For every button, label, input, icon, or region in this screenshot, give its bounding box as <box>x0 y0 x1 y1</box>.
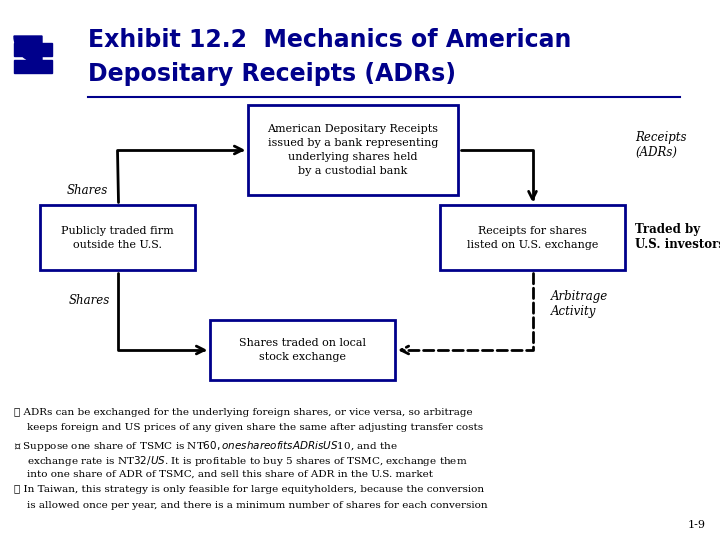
Bar <box>14 60 52 73</box>
Text: ※ ADRs can be exchanged for the underlying foreign shares, or vice versa, so arb: ※ ADRs can be exchanged for the underlyi… <box>14 408 472 417</box>
Text: Receipts
(ADRs): Receipts (ADRs) <box>635 131 686 159</box>
FancyBboxPatch shape <box>40 205 195 270</box>
Text: is allowed once per year, and there is a minimum number of shares for each conve: is allowed once per year, and there is a… <box>14 501 487 510</box>
Bar <box>14 43 52 56</box>
Text: American Depositary Receipts
issued by a bank representing
underlying shares hel: American Depositary Receipts issued by a… <box>268 124 438 176</box>
Text: Shares: Shares <box>69 294 110 307</box>
Text: ※ In Taiwan, this strategy is only feasible for large equityholders, because the: ※ In Taiwan, this strategy is only feasi… <box>14 485 484 495</box>
Text: Shares: Shares <box>67 184 108 197</box>
Text: ※ Suppose one share of TSMC is NT$60, one share of its ADR is US$10, and the: ※ Suppose one share of TSMC is NT$60, on… <box>14 439 398 453</box>
Text: 1-9: 1-9 <box>688 520 706 530</box>
Text: exchange rate is NT$32/US$. It is profitable to buy 5 shares of TSMC, exchange t: exchange rate is NT$32/US$. It is profit… <box>14 455 467 469</box>
Text: Shares traded on local
stock exchange: Shares traded on local stock exchange <box>239 338 366 362</box>
Text: Publicly traded firm
outside the U.S.: Publicly traded firm outside the U.S. <box>61 226 174 249</box>
Text: Receipts for shares
listed on U.S. exchange: Receipts for shares listed on U.S. excha… <box>467 226 598 249</box>
Text: Exhibit 12.2  Mechanics of American: Exhibit 12.2 Mechanics of American <box>88 28 572 52</box>
FancyBboxPatch shape <box>248 105 458 195</box>
Text: keeps foreign and US prices of any given share the same after adjusting transfer: keeps foreign and US prices of any given… <box>14 423 483 433</box>
FancyBboxPatch shape <box>440 205 625 270</box>
Text: into one share of ADR of TSMC, and sell this share of ADR in the U.S. market: into one share of ADR of TSMC, and sell … <box>14 470 433 479</box>
Wedge shape <box>14 36 42 64</box>
Text: Traded by
U.S. investors: Traded by U.S. investors <box>635 224 720 252</box>
FancyBboxPatch shape <box>210 320 395 380</box>
Text: Arbitrage
Activity: Arbitrage Activity <box>551 290 608 318</box>
Text: Depositary Receipts (ADRs): Depositary Receipts (ADRs) <box>88 62 456 86</box>
